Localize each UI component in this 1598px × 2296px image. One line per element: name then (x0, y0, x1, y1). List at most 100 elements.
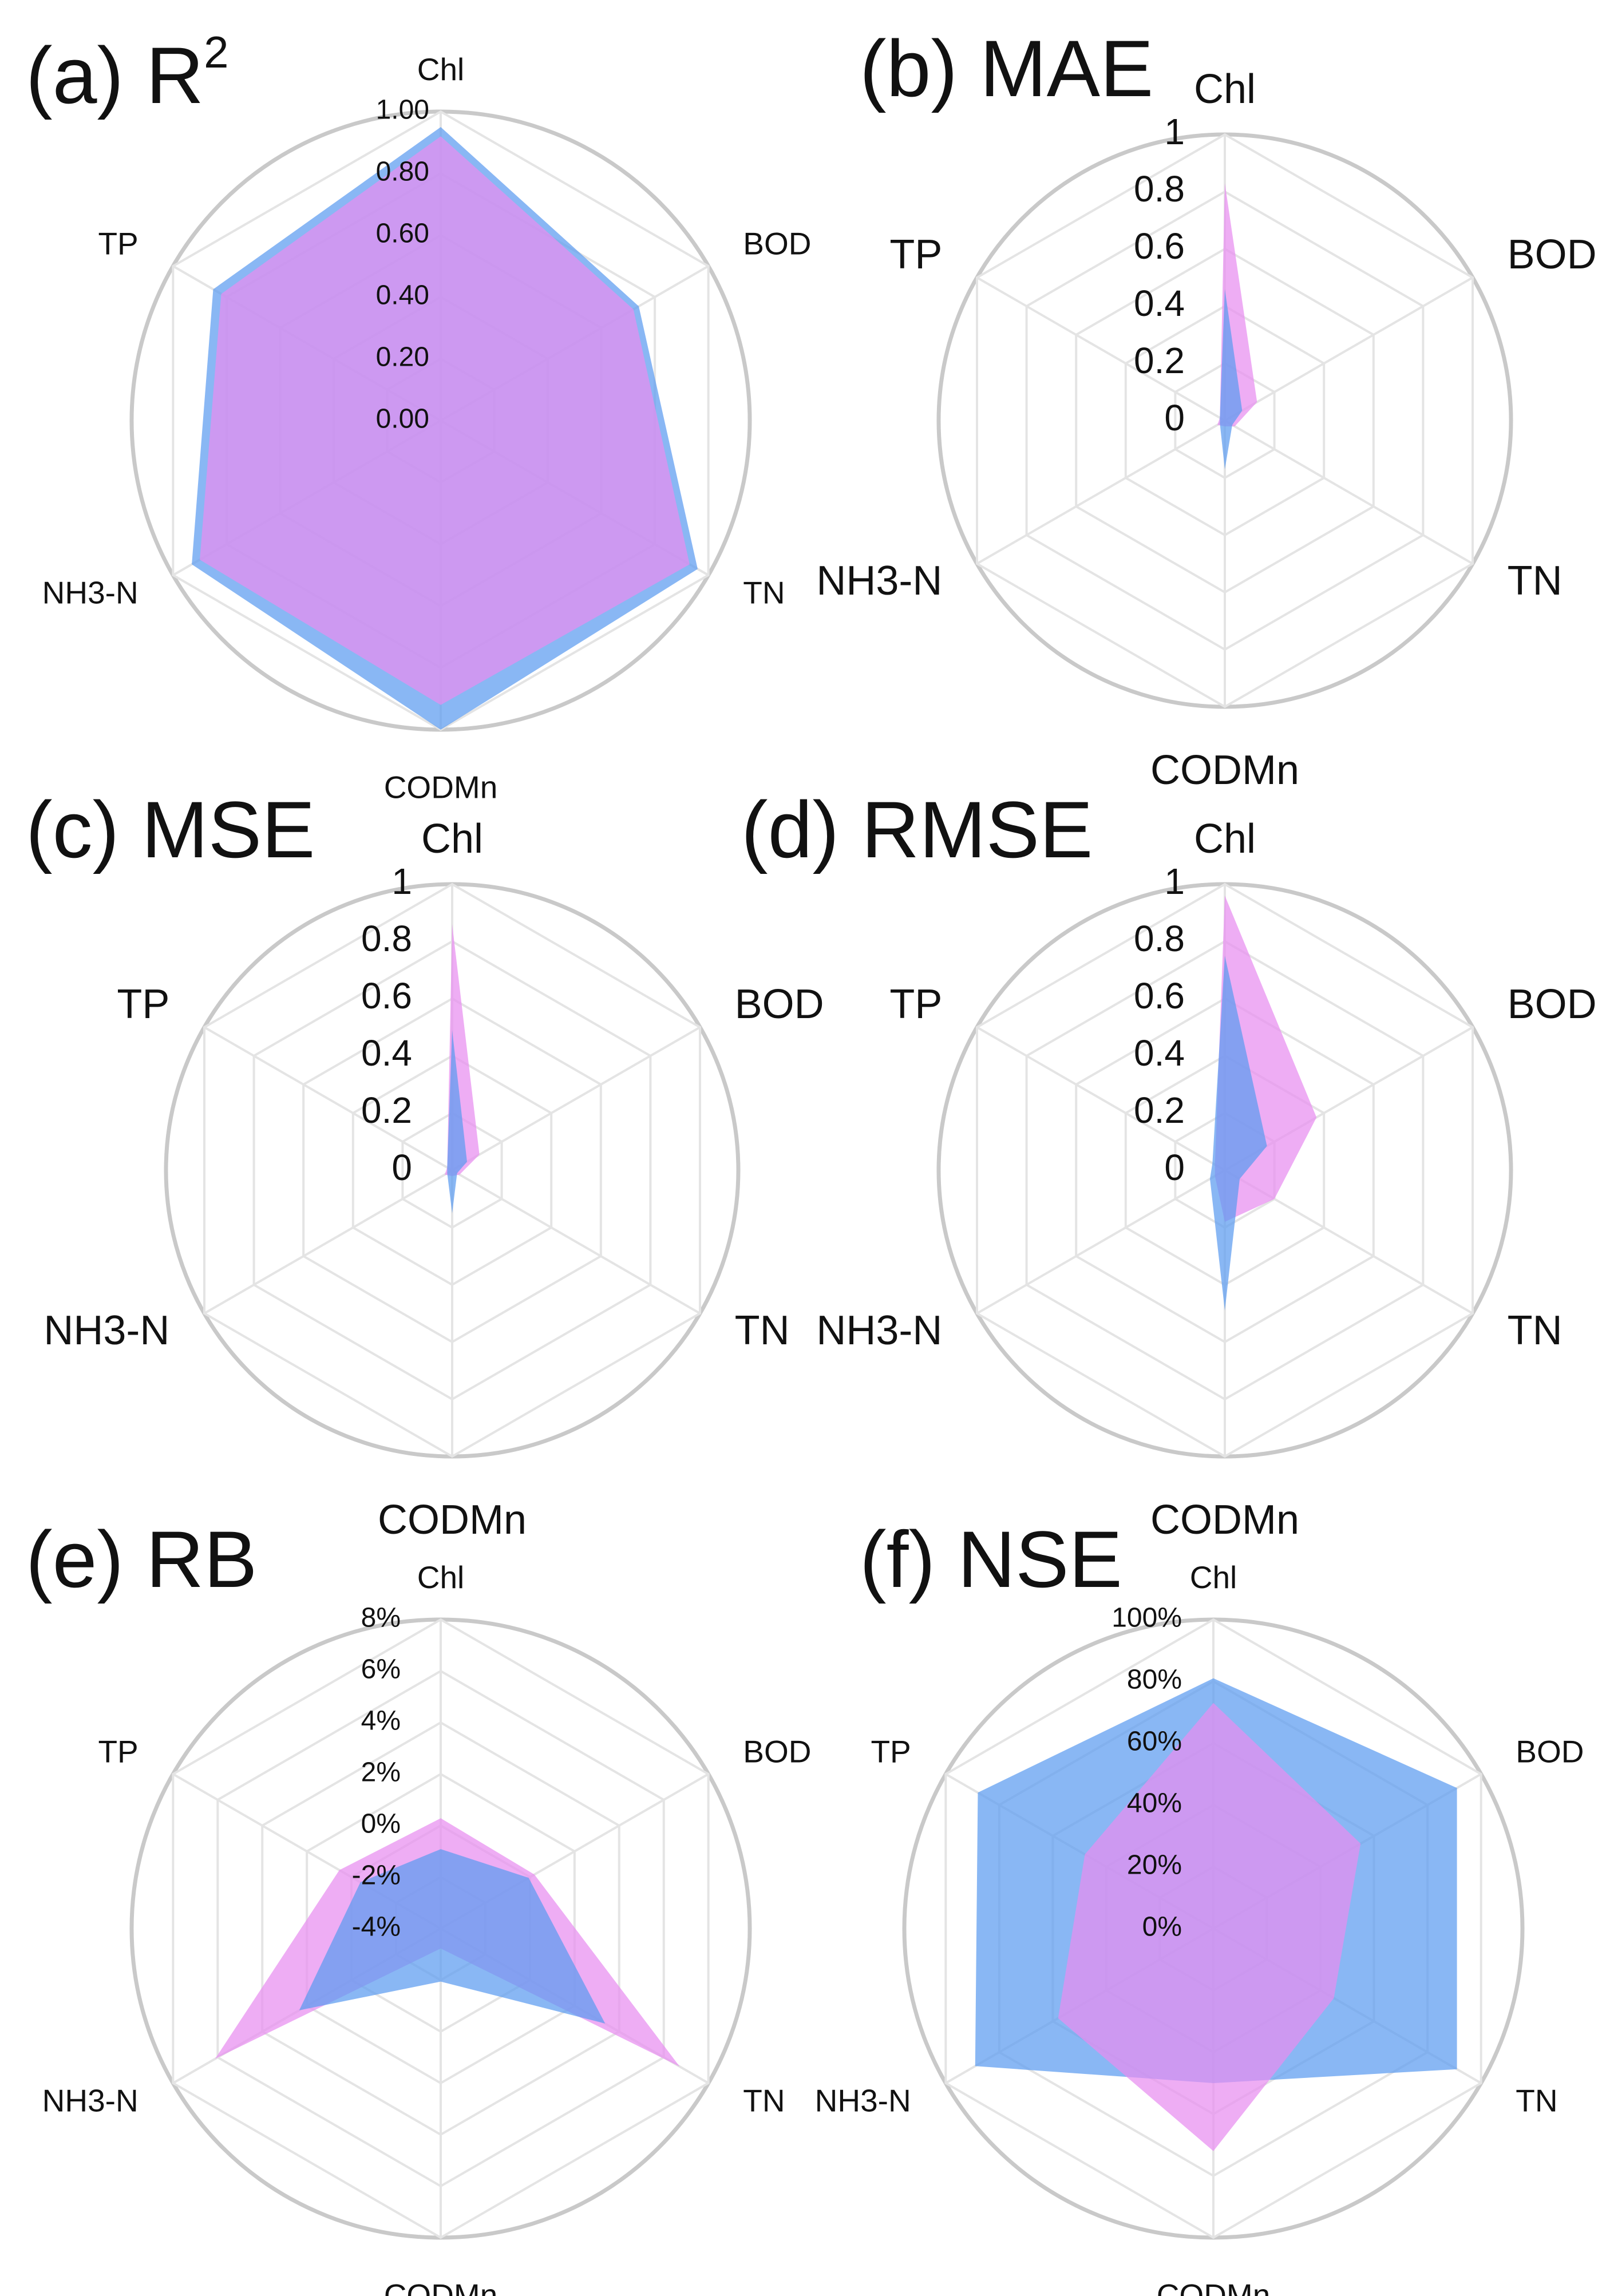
axis-label-bod: BOD (1508, 981, 1597, 1027)
tick-label: 0.2 (1134, 340, 1185, 381)
axis-label-tn: TN (743, 2083, 785, 2119)
panel-title-text-c: MSE (141, 785, 315, 874)
tick-label: 0.80 (376, 157, 429, 187)
panel-title-text-b: MAE (980, 23, 1154, 113)
axis-label-codmn: CODMn (384, 2278, 498, 2296)
axis-label-tn: TN (743, 575, 785, 611)
panel-title-e: (e) RB (26, 1519, 258, 1600)
tick-label: 0.2 (361, 1090, 412, 1131)
panel-title-text-a: R (146, 30, 204, 120)
tick-label: 2% (361, 1757, 401, 1788)
tick-label: 0 (391, 1147, 412, 1188)
tick-label: 0.6 (1134, 225, 1185, 267)
axis-spoke (451, 1169, 701, 1315)
panel-label-a: (a) (26, 30, 124, 120)
axis-label-nh3-n: NH3-N (815, 2083, 911, 2119)
tick-label: 1.00 (376, 95, 429, 125)
panel-title-sup-a: 2 (204, 27, 229, 77)
tick-label: 0% (361, 1809, 401, 1839)
radar-panel-c: Chl BOD TN CODMn NH3-N TP 0 0.2 0.4 0.6 0.8 1 (43, 816, 824, 1543)
axis-spoke (976, 1026, 1226, 1171)
axis-label-tp: TP (98, 226, 138, 262)
tick-label: 0.6 (1134, 975, 1185, 1016)
axis-label-tn: TN (735, 1308, 790, 1353)
panel-title-text-e: RB (146, 1514, 258, 1604)
tick-label: 80% (1127, 1665, 1182, 1695)
tick-label: 0.8 (1134, 168, 1185, 209)
tick-label: 0.00 (376, 404, 429, 434)
axis-label-nh3-n: NH3-N (816, 1308, 942, 1353)
series-blue-area (1210, 956, 1267, 1311)
tick-label: 60% (1127, 1727, 1182, 1757)
axis-label-chl: Chl (417, 1559, 465, 1595)
tick-label: 4% (361, 1706, 401, 1736)
panel-label-b: (b) (860, 23, 958, 113)
tick-label: 1 (1164, 861, 1185, 902)
radar-panel-a: Chl BOD TN CODMn NH3-N TP 0.00 0.20 0.40 0.60 0.80… (42, 52, 812, 805)
panel-title-text-f: NSE (958, 1514, 1122, 1604)
axis-label-nh3-n: NH3-N (816, 558, 942, 604)
axis-label-codmn: CODMn (1150, 747, 1299, 793)
axis-label-chl: Chl (1194, 66, 1256, 112)
axis-label-codmn: CODMn (384, 770, 498, 805)
tick-label: 40% (1127, 1788, 1182, 1819)
tick-label: 0.8 (1134, 918, 1185, 959)
radar-panel-d: Chl BOD TN CODMn NH3-N TP 0 0.2 0.4 0.6 0.8 1 (816, 816, 1596, 1543)
panel-title-c: (c) MSE (26, 790, 315, 870)
series-blue-area (1220, 289, 1243, 469)
axis-label-tn: TN (1508, 558, 1563, 604)
tick-label: 1 (1164, 111, 1185, 152)
radar-panel-f: Chl BOD TN CODMn NH3-N TP 0% 20% 40% 60% 80% 100% (815, 1559, 1584, 2296)
tick-label: 0.20 (376, 342, 429, 373)
axis-spoke (203, 1026, 453, 1171)
tick-label: 1 (391, 861, 412, 902)
axis-spoke (976, 276, 1226, 422)
axis-label-bod: BOD (1508, 232, 1597, 278)
axis-label-nh3-n: NH3-N (43, 1308, 169, 1353)
axis-label-chl: Chl (421, 816, 483, 862)
axis-spoke (1224, 419, 1474, 565)
axis-label-nh3-n: NH3-N (42, 2083, 139, 2119)
panel-title-b: (b) MAE (860, 29, 1153, 109)
axis-label-chl: Chl (1190, 1559, 1237, 1595)
axis-label-bod: BOD (743, 226, 811, 262)
tick-label: 0 (1164, 397, 1185, 438)
axis-label-tp: TP (98, 1734, 138, 1769)
series-pink-area (200, 136, 690, 705)
axis-spoke (976, 1169, 1226, 1315)
panel-title-f: (f) NSE (860, 1519, 1122, 1600)
panel-label-f: (f) (860, 1514, 936, 1604)
axis-label-codmn: CODMn (1157, 2278, 1271, 2296)
tick-label: 0.6 (361, 975, 412, 1016)
series-blue-area (299, 1849, 606, 2024)
axis-label-tp: TP (117, 981, 169, 1027)
tick-label: 0.4 (1134, 1032, 1185, 1074)
axis-label-tn: TN (1508, 1308, 1563, 1353)
tick-label: 0.60 (376, 219, 429, 249)
tick-label: 8% (361, 1603, 401, 1633)
axis-label-tp: TP (871, 1734, 911, 1769)
axis-label-codmn: CODMn (1150, 1497, 1299, 1543)
panel-title-d: (d) RMSE (741, 790, 1093, 870)
panel-label-e: (e) (26, 1514, 124, 1604)
tick-label: 0.40 (376, 280, 429, 311)
panel-title-text-d: RMSE (861, 785, 1093, 874)
tick-label: -2% (352, 1860, 401, 1891)
tick-label: 100% (1112, 1603, 1182, 1633)
tick-label: 20% (1127, 1850, 1182, 1881)
axis-label-codmn: CODMn (378, 1497, 527, 1543)
panel-label-c: (c) (26, 785, 120, 874)
series-blue-area (447, 1030, 467, 1213)
radar-panel-e: Chl BOD TN CODMn NH3-N TP -4% -2% 0% 2% 4% 6% 8% (42, 1559, 812, 2296)
axis-spoke (1224, 276, 1474, 422)
axis-spoke (976, 419, 1226, 565)
tick-label: -4% (352, 1912, 401, 1942)
axis-label-bod: BOD (1516, 1734, 1584, 1769)
axis-label-chl: Chl (1194, 816, 1256, 862)
tick-label: 6% (361, 1654, 401, 1685)
axis-spoke (203, 1169, 453, 1315)
axis-label-tn: TN (1516, 2083, 1557, 2119)
axis-spoke (451, 1026, 701, 1171)
